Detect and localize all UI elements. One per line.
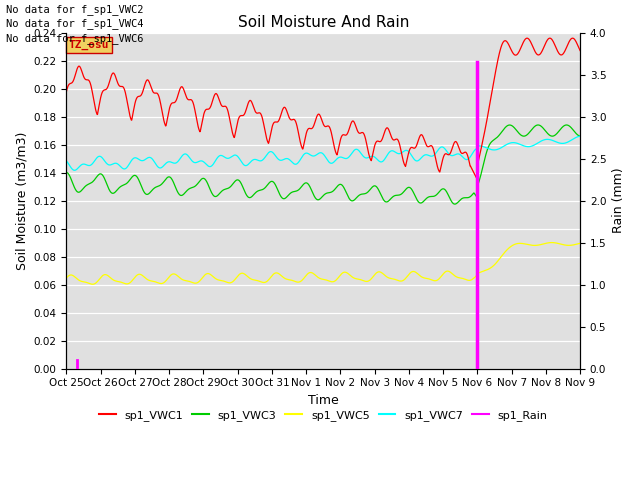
- Y-axis label: Rain (mm): Rain (mm): [612, 168, 625, 233]
- Text: TZ_osu: TZ_osu: [69, 40, 109, 50]
- Title: Soil Moisture And Rain: Soil Moisture And Rain: [237, 15, 409, 30]
- Legend: sp1_VWC1, sp1_VWC3, sp1_VWC5, sp1_VWC7, sp1_Rain: sp1_VWC1, sp1_VWC3, sp1_VWC5, sp1_VWC7, …: [95, 406, 552, 425]
- Text: No data for f_sp1_VWC4: No data for f_sp1_VWC4: [6, 18, 144, 29]
- Text: No data for f_sp1_VWC6: No data for f_sp1_VWC6: [6, 33, 144, 44]
- X-axis label: Time: Time: [308, 394, 339, 407]
- Y-axis label: Soil Moisture (m3/m3): Soil Moisture (m3/m3): [15, 132, 28, 270]
- Text: No data for f_sp1_VWC2: No data for f_sp1_VWC2: [6, 4, 144, 15]
